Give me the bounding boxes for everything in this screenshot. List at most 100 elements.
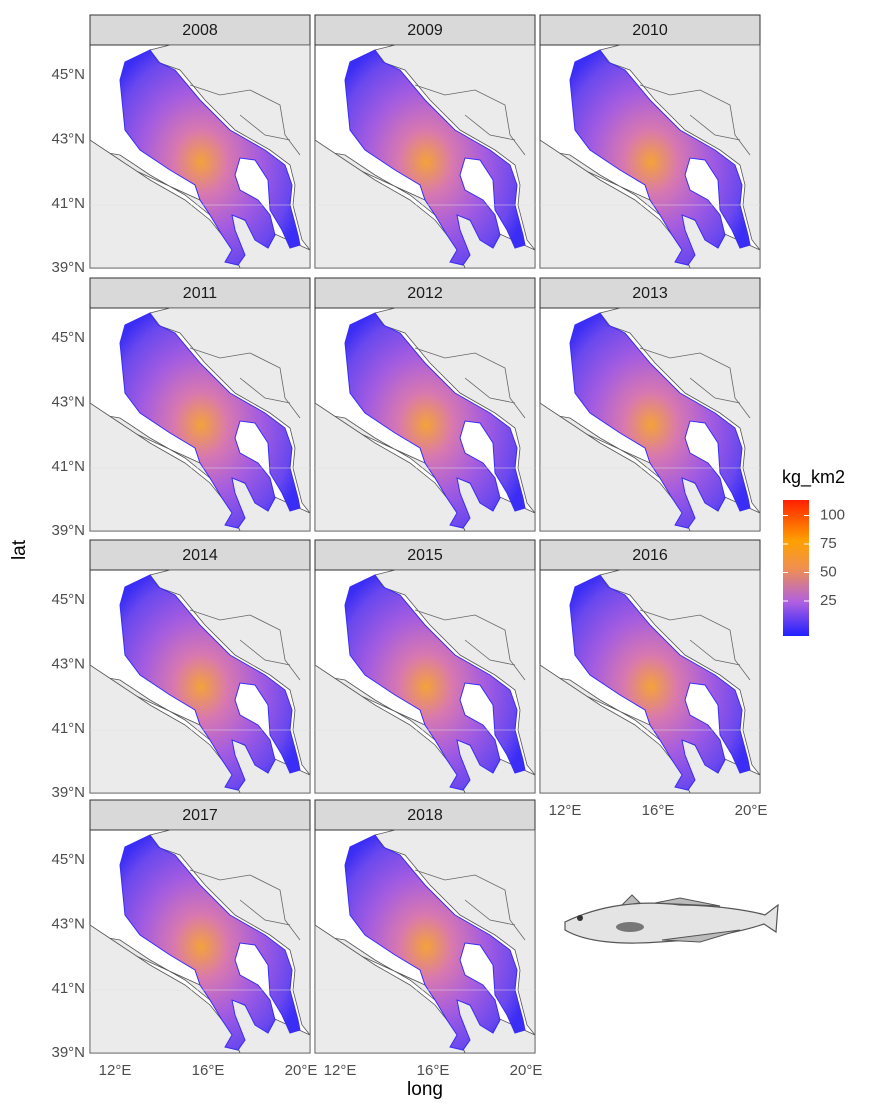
y-tick-label: 45°N bbox=[51, 851, 85, 868]
y-tick-label: 41°N bbox=[51, 195, 85, 212]
x-tick-label: 16°E bbox=[192, 1062, 225, 1079]
legend-tick-label: 50 bbox=[820, 563, 837, 580]
x-tick-label: 12°E bbox=[99, 1062, 132, 1079]
border bbox=[189, 869, 301, 941]
y-tick-label: 39°N bbox=[51, 522, 85, 539]
map bbox=[89, 44, 311, 269]
map bbox=[314, 569, 536, 794]
density-area bbox=[119, 312, 301, 529]
legend-tick-label: 75 bbox=[820, 535, 837, 552]
legend-title: kg_km2 bbox=[782, 467, 845, 488]
y-tick-label: 43°N bbox=[51, 655, 85, 672]
map-panel: 2009 bbox=[314, 14, 536, 269]
border bbox=[414, 609, 526, 681]
map bbox=[89, 569, 311, 794]
y-tick-label: 41°N bbox=[51, 458, 85, 475]
x-tick-label: 16°E bbox=[642, 802, 675, 819]
density-area bbox=[344, 574, 526, 791]
map-panel: 2014 bbox=[89, 539, 311, 794]
y-tick-label: 39°N bbox=[51, 259, 85, 276]
strip bbox=[89, 14, 311, 46]
colorbar bbox=[783, 500, 809, 636]
density-area bbox=[344, 834, 526, 1051]
border bbox=[189, 609, 301, 681]
border bbox=[639, 347, 751, 419]
x-tick-label: 20°E bbox=[735, 802, 768, 819]
land bbox=[314, 924, 466, 1054]
density-area bbox=[119, 834, 301, 1051]
y-tick-label: 41°N bbox=[51, 720, 85, 737]
map bbox=[89, 829, 311, 1054]
y-tick-label: 39°N bbox=[51, 784, 85, 801]
land bbox=[89, 664, 241, 794]
y-tick-label: 45°N bbox=[51, 66, 85, 83]
map bbox=[314, 829, 536, 1054]
border bbox=[189, 347, 301, 419]
land bbox=[539, 139, 691, 269]
x-axis-title: long bbox=[407, 1079, 443, 1100]
map-panel: 2015 bbox=[314, 539, 536, 794]
map-panel: 2008 bbox=[89, 14, 311, 269]
legend-tick-label: 25 bbox=[820, 592, 837, 609]
y-tick-label: 43°N bbox=[51, 393, 85, 410]
density-area bbox=[344, 49, 526, 266]
strip bbox=[314, 539, 536, 571]
panel-title: 2015 bbox=[407, 547, 443, 564]
land bbox=[314, 664, 466, 794]
x-tick-label: 20°E bbox=[510, 1062, 543, 1079]
border bbox=[639, 84, 751, 156]
land bbox=[539, 664, 691, 794]
x-tick-label: 16°E bbox=[417, 1062, 450, 1079]
land bbox=[89, 139, 241, 269]
map-panel: 2012 bbox=[314, 277, 536, 532]
density-area bbox=[569, 312, 751, 529]
y-tick-label: 43°N bbox=[51, 915, 85, 932]
panel-title: 2013 bbox=[632, 285, 668, 302]
y-tick-label: 41°N bbox=[51, 980, 85, 997]
border bbox=[189, 84, 301, 156]
land bbox=[539, 402, 691, 532]
map-panel: 2016 bbox=[539, 539, 761, 794]
map-panel: 2011 bbox=[89, 277, 311, 532]
strip bbox=[89, 799, 311, 831]
x-tick-label: 20°E bbox=[285, 1062, 318, 1079]
x-tick-label: 12°E bbox=[324, 1062, 357, 1079]
y-axis-title: lat bbox=[9, 539, 30, 560]
y-tick-label: 43°N bbox=[51, 130, 85, 147]
map bbox=[314, 44, 536, 269]
panel-title: 2016 bbox=[632, 547, 668, 564]
density-area bbox=[569, 574, 751, 791]
map bbox=[539, 44, 761, 269]
map-panel: 2018 bbox=[314, 799, 536, 1054]
land bbox=[89, 402, 241, 532]
border bbox=[639, 609, 751, 681]
border bbox=[414, 869, 526, 941]
panel-title: 2012 bbox=[407, 285, 443, 302]
strip bbox=[314, 277, 536, 309]
density-area bbox=[569, 49, 751, 266]
fish-illustration bbox=[564, 894, 779, 944]
map bbox=[89, 307, 311, 532]
y-tick-label: 45°N bbox=[51, 591, 85, 608]
x-tick-label: 12°E bbox=[549, 802, 582, 819]
land bbox=[314, 139, 466, 269]
map bbox=[539, 307, 761, 532]
density-area bbox=[119, 574, 301, 791]
map-panel: 2013 bbox=[539, 277, 761, 532]
panel-title: 2018 bbox=[407, 807, 443, 824]
y-tick-label: 45°N bbox=[51, 329, 85, 346]
density-area bbox=[344, 312, 526, 529]
map bbox=[539, 569, 761, 794]
y-tick-label: 39°N bbox=[51, 1044, 85, 1061]
strip bbox=[539, 277, 761, 309]
strip bbox=[89, 539, 311, 571]
land bbox=[314, 402, 466, 532]
land bbox=[89, 924, 241, 1054]
panel-title: 2011 bbox=[183, 285, 218, 302]
strip bbox=[539, 539, 761, 571]
panel-title: 2009 bbox=[407, 22, 443, 39]
map-panel: 2010 bbox=[539, 14, 761, 269]
map-panel: 2017 bbox=[89, 799, 311, 1054]
panel-title: 2014 bbox=[182, 547, 218, 564]
